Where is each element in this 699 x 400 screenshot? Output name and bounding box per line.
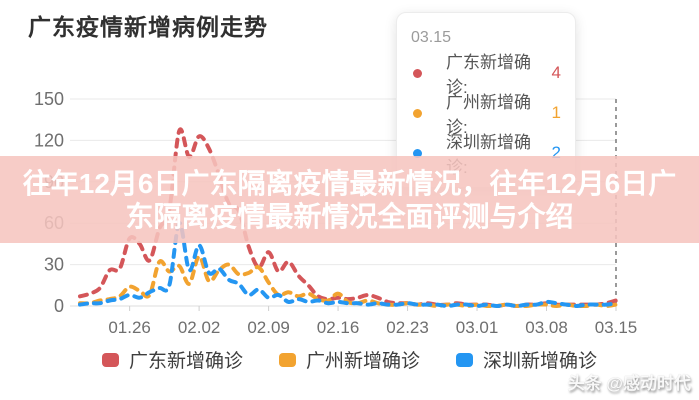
x-axis-label: 02.02: [178, 318, 221, 337]
shenzhen-legend-swatch-icon: [456, 352, 473, 367]
guangdong-series-dot-icon: [413, 68, 422, 78]
legend-label: 深圳新增确诊: [483, 351, 598, 372]
tooltip-label: 广东新增确诊:: [446, 53, 531, 97]
legend-label: 广州新增确诊: [305, 351, 420, 372]
y-axis-label: 150: [34, 89, 64, 109]
tooltip-label: 广州新增确诊:: [446, 93, 531, 137]
y-axis-label: 30: [44, 255, 64, 275]
x-axis-label: 01.26: [108, 318, 151, 337]
legend-item-guangzhou[interactable]: 广州新增确诊: [278, 346, 420, 373]
series-line-shenzhen: [78, 221, 618, 308]
chart-legend: 广东新增确诊 广州新增确诊 深圳新增确诊: [0, 346, 699, 373]
shenzhen-series-dot-icon: [413, 148, 422, 158]
legend-item-shenzhen[interactable]: 深圳新增确诊: [456, 346, 597, 373]
tooltip-value: 4: [551, 63, 561, 82]
overlay-title-banner: 往年12月6日广东隔离疫情最新情况，往年12月6日广 东隔离疫情最新情况全面评测…: [0, 156, 699, 243]
watermark-text: 头条 @感动时代: [567, 374, 691, 393]
guangzhou-series-dot-icon: [413, 108, 422, 118]
x-axis-label: 02.09: [247, 318, 290, 337]
guangdong-legend-swatch-icon: [101, 352, 119, 367]
tooltip-row-guangzhou: 广州新增确诊: 1: [411, 93, 561, 137]
tooltip-row-guangdong: 广东新增确诊: 4: [411, 53, 561, 97]
y-axis-label: 0: [54, 296, 64, 316]
x-axis-label: 03.08: [525, 318, 568, 337]
tooltip-value: 1: [551, 103, 561, 122]
tooltip-value: 2: [551, 143, 561, 162]
tooltip-date: 03.15: [411, 29, 452, 46]
x-axis-label: 02.23: [386, 318, 429, 337]
legend-label: 广东新增确诊: [128, 351, 243, 372]
chart-title: 广东疫情新增病例走势: [28, 14, 268, 40]
banner-text-line1: 往年12月6日广东隔离疫情最新情况，往年12月6日广: [22, 167, 677, 199]
legend-item-guangdong[interactable]: 广东新增确诊: [101, 346, 243, 373]
x-axis-label: 03.01: [456, 318, 499, 337]
x-axis-label: 02.16: [317, 318, 360, 337]
guangzhou-legend-swatch-icon: [278, 352, 296, 367]
banner-text-line2: 东隔离疫情最新情况全面评测与介绍: [125, 200, 574, 232]
y-axis-label: 120: [34, 130, 64, 150]
x-axis-label: 03.15: [595, 318, 638, 337]
